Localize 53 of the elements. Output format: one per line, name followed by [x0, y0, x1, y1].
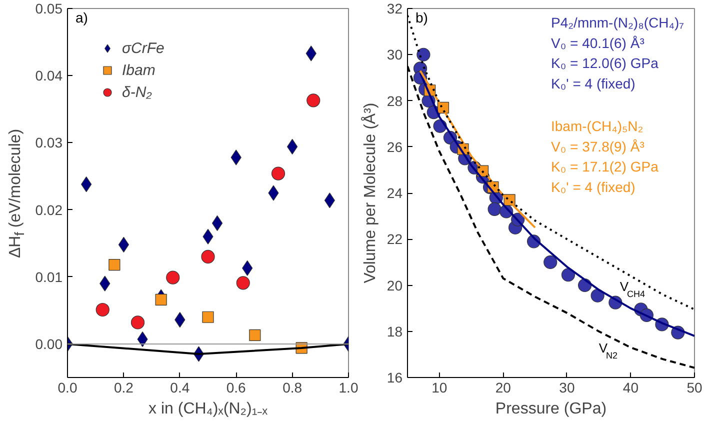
- point: [488, 202, 502, 216]
- annotation: b): [416, 10, 428, 26]
- legend-label: σCrFe: [122, 40, 164, 56]
- y-tick-label: 32: [386, 0, 403, 16]
- point: [96, 302, 110, 317]
- point: [561, 268, 576, 282]
- x-tick-label: 40: [622, 380, 639, 396]
- point: [306, 94, 320, 108]
- y-tick-label: 28: [386, 92, 403, 109]
- point: [249, 329, 261, 342]
- x-tick-label: 0.0: [58, 380, 78, 396]
- x-tick-label: 0.2: [114, 380, 134, 396]
- legend-label: δ-N₂: [122, 84, 152, 100]
- point: [590, 288, 604, 302]
- point: [212, 215, 223, 231]
- x-tick-label: 20: [495, 380, 512, 396]
- point: [130, 316, 145, 330]
- x-tick-label: 30: [559, 380, 575, 396]
- point: [271, 166, 286, 180]
- point: [155, 294, 167, 306]
- point: [202, 311, 214, 323]
- y-tick-label: 0.03: [35, 134, 63, 151]
- x-tick-label: 0.8: [282, 380, 302, 396]
- point: [416, 48, 430, 62]
- point: [108, 258, 120, 271]
- x-axis-title: Pressure (GPa): [495, 400, 607, 418]
- annotation: a): [76, 10, 88, 26]
- x-tick-label: 1.0: [338, 380, 358, 396]
- y-tick-label: 22: [386, 231, 403, 248]
- x-tick-label: 0.6: [226, 380, 246, 396]
- text: P4₂/mnm-(N₂)₈(CH₄)₇ V₀ = 40.1(6) Å³ K₀ = 12.0(6) GPa K₀' = 4 (fixed): [551, 14, 684, 92]
- x-axis-title: x in (CH₄)ₓ(N₂)₁₋ₓ: [148, 400, 268, 418]
- y-tick-label: 16: [386, 370, 403, 386]
- y-tick-label: 0.02: [35, 202, 63, 218]
- x-tick-label: 0.4: [170, 380, 190, 396]
- y-tick-label: 18: [386, 323, 403, 340]
- y-tick-label: 30: [386, 46, 403, 63]
- y-axis-title: Volume per Molecule (Å³): [360, 102, 379, 284]
- y-tick-label: 0.01: [35, 268, 63, 285]
- text: Ibam-(CH₄)₅N₂ V₀ = 37.8(9) Å³ K₀ = 17.1(2) GPa K₀' = 4 (fixed): [551, 118, 659, 195]
- point: [166, 270, 180, 284]
- y-tick-label: 0.05: [35, 0, 63, 16]
- point: [236, 276, 250, 290]
- y-tick-label: 26: [386, 138, 403, 155]
- legend-label: Ibam: [122, 62, 156, 78]
- x-tick-label: 10: [432, 380, 448, 396]
- x-tick-label: 50: [686, 380, 702, 396]
- point: [201, 250, 215, 264]
- y-tick-label: 0.00: [35, 336, 63, 352]
- y-tick-label: 0.04: [35, 68, 63, 84]
- y-tick-label: 20: [386, 277, 403, 294]
- y-tick-label: 24: [386, 185, 403, 201]
- point: [544, 255, 558, 269]
